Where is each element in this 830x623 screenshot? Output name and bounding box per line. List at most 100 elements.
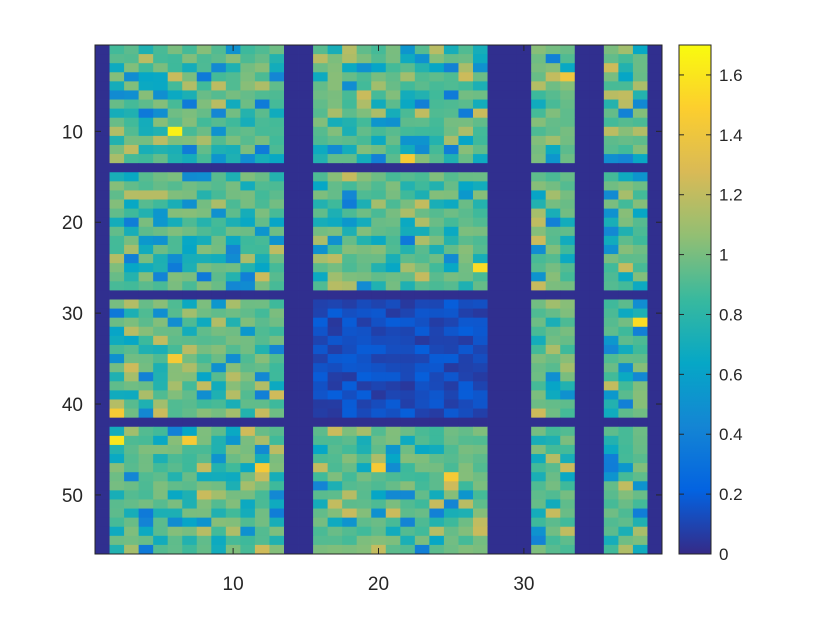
heatmap-cell xyxy=(560,526,576,537)
heatmap-cell xyxy=(313,344,329,355)
heatmap-cell xyxy=(153,63,169,73)
heatmap-cell xyxy=(240,363,256,373)
heatmap-cell xyxy=(109,81,125,91)
heatmap-cell xyxy=(414,154,430,164)
heatmap-cell xyxy=(429,226,445,237)
heatmap-cell xyxy=(342,108,358,119)
heatmap-cell xyxy=(298,181,314,191)
heatmap-cell xyxy=(603,499,619,509)
heatmap-cell xyxy=(545,190,561,200)
heatmap-cell xyxy=(313,126,329,137)
heatmap-cell xyxy=(458,135,474,146)
heatmap-cell xyxy=(502,326,518,337)
heatmap-cell xyxy=(95,363,110,373)
heatmap-cell xyxy=(269,444,285,455)
heatmap-cell xyxy=(400,117,416,128)
heatmap-cell xyxy=(589,517,605,528)
heatmap-cell xyxy=(356,499,372,509)
heatmap-cell xyxy=(182,381,198,391)
heatmap-cell xyxy=(356,272,372,282)
heatmap-cell xyxy=(473,63,488,73)
heatmap-cell xyxy=(109,99,125,110)
heatmap-cell xyxy=(254,81,270,91)
heatmap-cell xyxy=(473,417,488,428)
heatmap-cell xyxy=(211,372,227,382)
heatmap-cell xyxy=(487,508,503,519)
heatmap-cell xyxy=(240,381,256,391)
heatmap-cell xyxy=(211,45,227,55)
heatmap-cell xyxy=(516,135,532,146)
heatmap-cell xyxy=(153,417,169,428)
heatmap-cell xyxy=(240,463,256,473)
heatmap-cell xyxy=(298,317,314,328)
y-tick-label: 20 xyxy=(62,213,83,234)
heatmap-cell xyxy=(269,317,285,328)
heatmap-cell xyxy=(502,226,518,237)
heatmap-cell xyxy=(473,363,488,373)
heatmap-cell xyxy=(109,217,125,228)
heatmap-cell xyxy=(182,244,198,255)
heatmap-cell xyxy=(109,154,125,164)
heatmap-cell xyxy=(603,326,619,337)
heatmap-cell xyxy=(502,126,518,137)
heatmap-cell xyxy=(502,81,518,91)
heatmap-cell xyxy=(545,126,561,137)
heatmap-cell xyxy=(95,535,110,546)
heatmap-cell xyxy=(589,290,605,300)
heatmap-cell xyxy=(414,299,430,309)
heatmap-cell xyxy=(342,126,358,137)
heatmap-cell xyxy=(443,508,459,519)
heatmap-cell xyxy=(95,144,110,155)
heatmap-cell xyxy=(298,135,314,146)
heatmap-cell xyxy=(356,490,372,500)
heatmap-cell xyxy=(327,472,343,482)
heatmap-cell xyxy=(211,217,227,228)
heatmap-cell xyxy=(211,54,227,64)
heatmap-cell xyxy=(618,508,634,519)
heatmap-cell xyxy=(254,408,270,419)
heatmap-cell xyxy=(385,154,401,164)
heatmap-cell xyxy=(95,290,110,300)
heatmap-cell xyxy=(516,54,532,64)
heatmap-cell xyxy=(356,172,372,182)
heatmap-cell xyxy=(371,535,387,546)
heatmap-cell xyxy=(138,290,154,300)
heatmap-cell xyxy=(327,163,343,173)
heatmap-cell xyxy=(167,344,183,355)
heatmap-cell xyxy=(632,299,648,309)
heatmap-cell xyxy=(371,463,387,473)
heatmap-cell xyxy=(327,63,343,73)
heatmap-cell xyxy=(356,45,372,55)
heatmap-cell xyxy=(414,290,430,300)
heatmap-cell xyxy=(284,435,299,446)
heatmap-cell xyxy=(284,226,299,237)
heatmap-cell xyxy=(473,499,488,509)
heatmap-cell xyxy=(574,344,590,355)
heatmap-cell xyxy=(385,208,401,219)
heatmap-cell xyxy=(109,72,125,82)
heatmap-cell xyxy=(124,63,140,73)
y-tick-label: 40 xyxy=(62,395,83,416)
heatmap-cell xyxy=(603,135,619,146)
heatmap-cell xyxy=(560,181,576,191)
heatmap-cell xyxy=(269,535,285,546)
heatmap-cell xyxy=(109,544,125,555)
heatmap-cell xyxy=(342,290,358,300)
heatmap-cell xyxy=(124,372,140,382)
heatmap-cell xyxy=(95,454,110,464)
heatmap-cell xyxy=(211,354,227,364)
heatmap-cell xyxy=(545,208,561,219)
heatmap-cell xyxy=(240,344,256,355)
heatmap-cell xyxy=(618,426,634,437)
heatmap-cell xyxy=(414,481,430,491)
heatmap-cell xyxy=(371,272,387,282)
heatmap-cell xyxy=(240,372,256,382)
heatmap-cell xyxy=(429,299,445,309)
heatmap-cell xyxy=(211,63,227,73)
heatmap-cell xyxy=(138,254,154,264)
heatmap-cell xyxy=(647,54,663,64)
heatmap-cell xyxy=(95,99,110,110)
heatmap-cell xyxy=(458,54,474,64)
heatmap-cell xyxy=(109,517,125,528)
heatmap-cell xyxy=(109,281,125,291)
